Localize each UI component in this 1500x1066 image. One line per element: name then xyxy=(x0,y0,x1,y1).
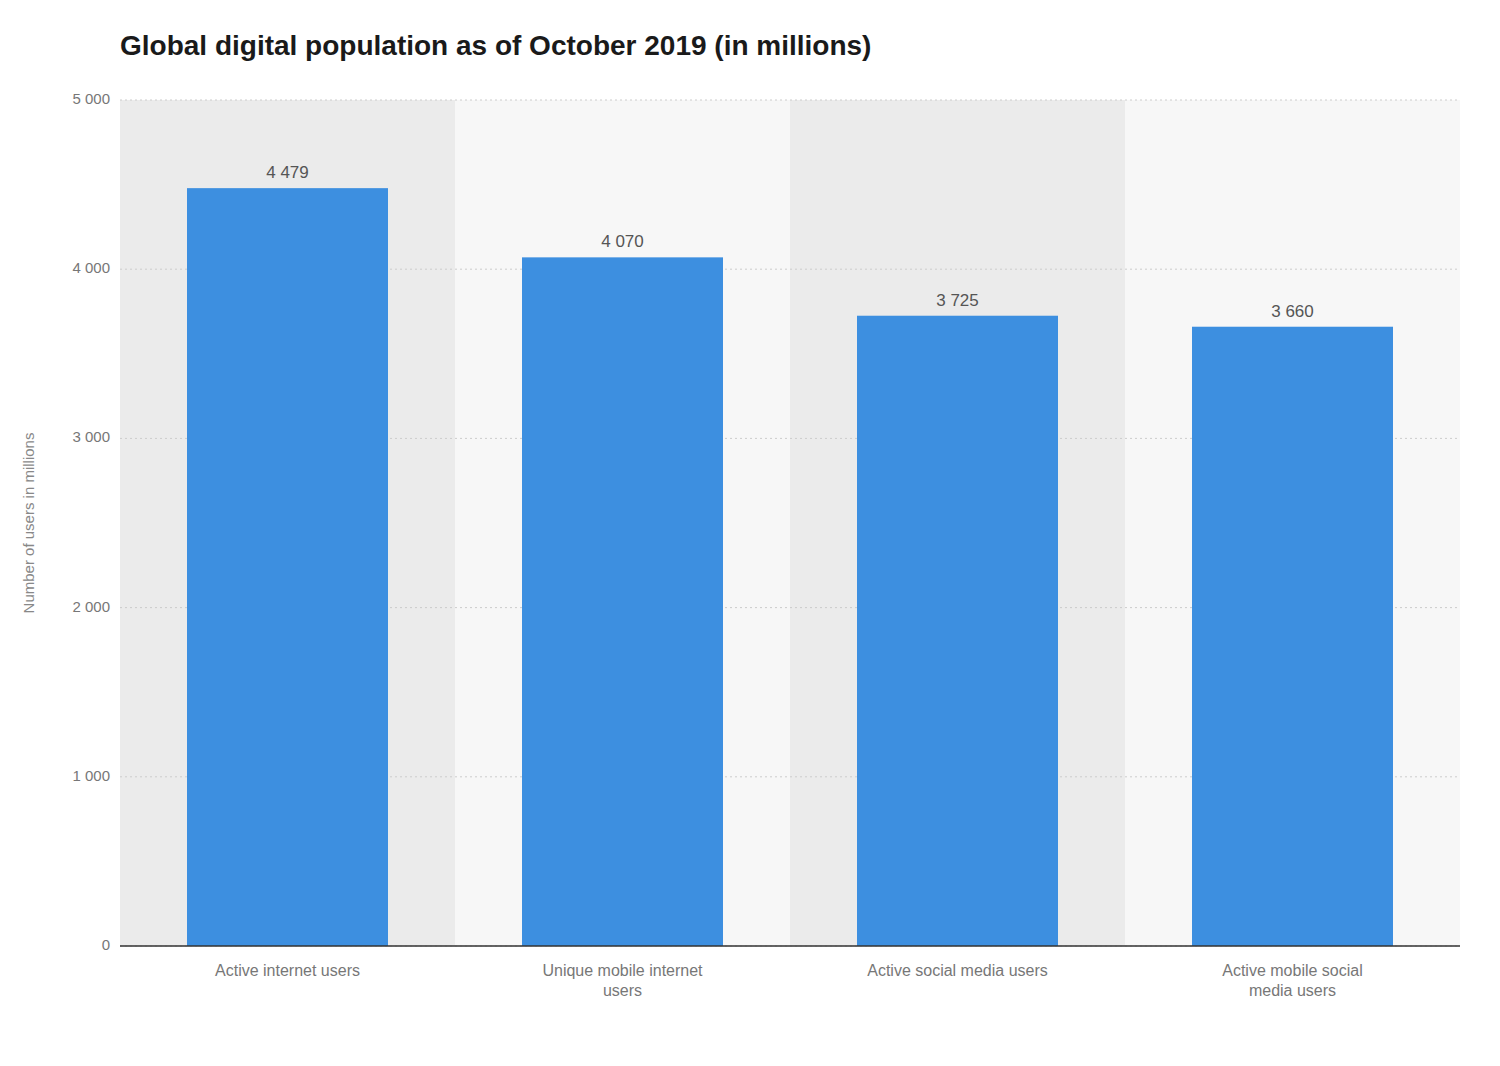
x-tick-label: Unique mobile internet users xyxy=(542,962,703,999)
x-tick-label-line: Unique mobile internet xyxy=(542,962,703,979)
bar xyxy=(522,257,723,946)
x-tick-label-line: Active mobile social xyxy=(1222,962,1363,979)
data-labels: 4 479 4 070 3 725 3 660 xyxy=(266,163,1314,321)
x-tick-label-line: Active internet users xyxy=(215,962,360,979)
x-tick-label-line: Active social media users xyxy=(867,962,1048,979)
y-tick-label: 4 000 xyxy=(72,259,110,276)
chart-container: 0 1 000 2 000 3 000 4 000 5 000 4 479 4 070 3 72… xyxy=(0,0,1500,1066)
bars xyxy=(187,188,1393,946)
bar xyxy=(1192,327,1393,946)
y-axis-label: Number of users in millions xyxy=(20,433,37,614)
data-label: 4 479 xyxy=(266,163,309,182)
column-background xyxy=(1125,100,1460,946)
data-label: 4 070 xyxy=(601,232,644,251)
page: {"chart_data": {"type": "bar", "title": … xyxy=(0,0,1500,1066)
x-axis-line xyxy=(120,945,1460,947)
column-background xyxy=(790,100,1125,946)
y-tick-label: 2 000 xyxy=(72,598,110,615)
column-background xyxy=(455,100,790,946)
y-tick-label: 1 000 xyxy=(72,767,110,784)
y-tick-label: 0 xyxy=(102,936,110,953)
chart-title: Global digital population as of October … xyxy=(120,30,871,61)
x-tick-label: Active internet users xyxy=(215,962,360,979)
bar xyxy=(187,188,388,946)
bar xyxy=(857,316,1058,946)
x-tick-label-line: media users xyxy=(1249,982,1336,999)
grid-line xyxy=(120,946,1460,947)
y-grid xyxy=(120,100,1460,946)
column-backgrounds xyxy=(120,100,1460,946)
x-tick-label: Active mobile social media users xyxy=(1222,962,1363,999)
column-background xyxy=(120,100,455,946)
x-tick-label: Active social media users xyxy=(867,962,1048,979)
chart-svg: 0 1 000 2 000 3 000 4 000 5 000 4 479 4 070 3 72… xyxy=(0,0,1500,1066)
y-tick-label: 3 000 xyxy=(72,428,110,445)
grid-line xyxy=(120,100,1460,101)
data-label: 3 725 xyxy=(936,291,979,310)
x-tick-label-line: users xyxy=(603,982,642,999)
y-tick-label: 5 000 xyxy=(72,90,110,107)
x-tick-labels: Active internet users Unique mobile inter… xyxy=(215,962,1363,999)
y-tick-labels: 0 1 000 2 000 3 000 4 000 5 000 xyxy=(72,90,110,953)
data-label: 3 660 xyxy=(1271,302,1314,321)
